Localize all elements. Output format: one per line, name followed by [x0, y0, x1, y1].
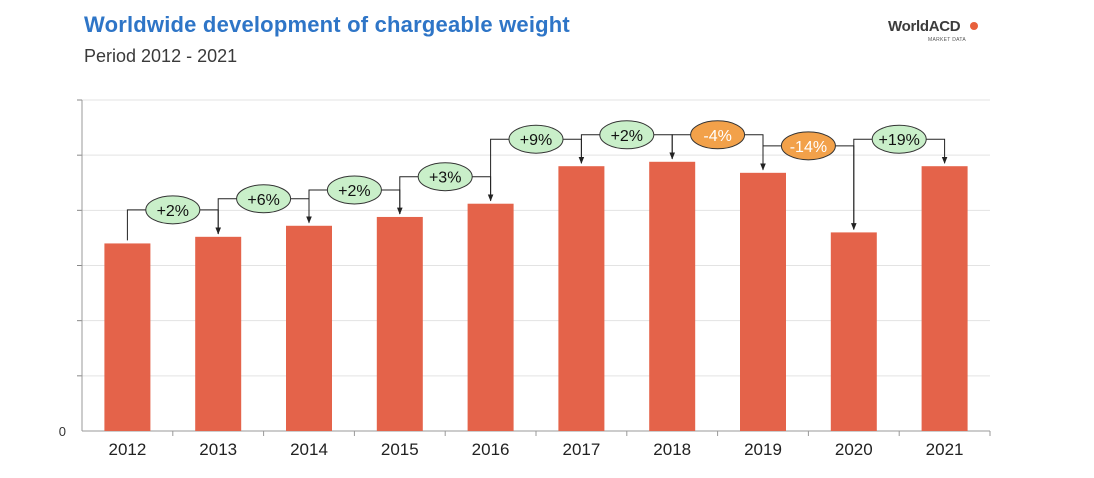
change-bubble: [780, 131, 836, 161]
x-tick-label: 2017: [562, 440, 600, 459]
change-label: +2%: [157, 203, 189, 220]
change-bubble: [690, 120, 746, 150]
x-tick-label: 2013: [199, 440, 237, 459]
bar: [467, 203, 514, 431]
x-tick-label: 2012: [108, 440, 146, 459]
change-label: +6%: [247, 192, 279, 209]
change-label: -4%: [703, 128, 731, 145]
worldacd-logo: WorldACD MARKET DATA: [888, 18, 988, 48]
x-tick-label: 2021: [926, 440, 964, 459]
bar: [740, 172, 786, 431]
x-tick-label: 2014: [290, 440, 328, 459]
change-label: -14%: [790, 139, 827, 156]
x-tick-label: 2018: [653, 440, 691, 459]
change-bubble: [236, 184, 292, 214]
x-tick-label: 2019: [744, 440, 782, 459]
bar: [921, 166, 968, 431]
bar: [286, 225, 332, 431]
x-tick-label: 2015: [381, 440, 419, 459]
logo-dot-icon: [970, 22, 978, 30]
change-label: +2%: [338, 183, 370, 200]
bar: [649, 161, 696, 431]
bar: [195, 236, 242, 431]
change-label: +19%: [879, 132, 920, 149]
change-bubble: [871, 124, 927, 154]
bar: [376, 216, 423, 431]
change-bubble: [326, 175, 382, 205]
chart-title: Worldwide development of chargeable weig…: [84, 12, 570, 37]
chart-subtitle: Period 2012 - 2021: [84, 46, 238, 66]
bar: [104, 243, 151, 431]
logo-tagline: MARKET DATA: [928, 37, 967, 43]
change-label: +2%: [611, 128, 643, 145]
change-bubble: [145, 195, 201, 225]
change-label: +9%: [520, 132, 552, 149]
x-tick-label: 2020: [835, 440, 873, 459]
y-tick-label: 0: [59, 424, 66, 439]
change-bubble: [599, 120, 655, 150]
change-bubble: [508, 124, 564, 154]
bar: [830, 232, 877, 431]
change-bubble: [417, 162, 473, 192]
change-label: +3%: [429, 170, 461, 187]
bar: [558, 166, 605, 431]
x-tick-label: 2016: [472, 440, 510, 459]
logo-name: WorldACD: [888, 18, 961, 35]
